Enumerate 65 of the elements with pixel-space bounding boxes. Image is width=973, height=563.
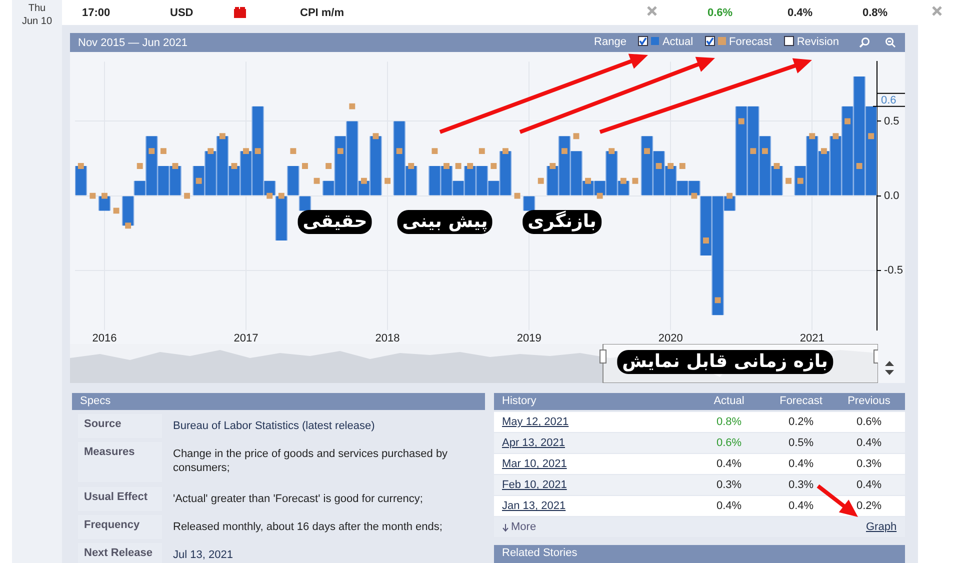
text: Jan 13, 2021 [502, 500, 566, 512]
text: 0.5% [787, 437, 815, 449]
text: 0.8% [861, 7, 889, 19]
text: More [511, 521, 536, 533]
chart-title: Nov 2015 — Jun 2021 [78, 37, 188, 49]
y-tick-label: 0.0 [884, 190, 900, 202]
text: بازه زمانی قابل نمایش [617, 350, 833, 374]
y-tick-label: -0.5 [884, 264, 903, 276]
text: USD [170, 7, 194, 19]
text: 0.4% [855, 437, 883, 449]
annotation: پیش بینی [397, 210, 493, 234]
text: 0.4% [787, 500, 815, 512]
text: Specs [72, 393, 485, 410]
annotation: بازنگری [522, 210, 602, 234]
annotation: حقیقی [298, 210, 372, 234]
y-tick-label: 0.5 [884, 115, 900, 128]
text: 0.4% [855, 479, 883, 491]
text: 0.6% [855, 416, 883, 428]
text: Measures [78, 442, 162, 482]
text: Graph [866, 521, 897, 533]
x-tick-label: 2017 [234, 332, 258, 345]
text: 0.2% [855, 500, 883, 512]
text: 0.2% [787, 416, 815, 428]
text: Mar 10, 2021 [502, 458, 567, 470]
text: 0.8% [715, 416, 743, 428]
x-tick-label: 2016 [92, 332, 117, 345]
text: Change in the price of goods and services purchased by consumers; [173, 447, 449, 475]
text: Next Release [78, 543, 162, 563]
text: 0.6% [715, 437, 743, 449]
text: May 12, 2021 [502, 416, 569, 428]
x-tick-label: 2020 [658, 332, 683, 345]
text: Related Stories [502, 547, 578, 559]
text: Actual [712, 395, 746, 407]
text: Released monthly, about 16 days after the month ends; [173, 520, 444, 534]
text: 0.3% [787, 479, 815, 491]
text: Bureau of Labor Statistics (latest release) [173, 419, 376, 433]
text: 0.6% [706, 7, 734, 19]
x-tick-label: 2021 [800, 332, 824, 345]
text: 0.3% [855, 458, 883, 470]
text: 0.4% [715, 458, 743, 470]
text: 0.3% [715, 479, 743, 491]
text: Revision [796, 36, 839, 48]
text: Range [594, 36, 626, 48]
text: Thu [27, 3, 47, 14]
text: Apr 13, 2021 [502, 437, 565, 449]
text: History [502, 395, 536, 407]
text: Source [78, 414, 162, 438]
text: 0.4% [787, 458, 815, 470]
text: Previous [846, 395, 892, 407]
text: Jul 13, 2021 [173, 548, 234, 562]
text: Usual Effect [78, 487, 162, 511]
text: Forecast [778, 395, 824, 407]
text: 'Actual' greater than 'Forecast' is good for currency; [173, 492, 424, 506]
text: 0.4% [786, 7, 814, 19]
legend-label: Actual [661, 36, 694, 48]
text: Frequency [78, 515, 162, 539]
x-tick-label: 2018 [375, 332, 400, 345]
text: 0.4% [715, 500, 743, 512]
text: Feb 10, 2021 [502, 479, 567, 491]
text: CPI m/m [300, 7, 346, 19]
ref-line-label: 0.6 [881, 94, 896, 106]
legend-label: Forecast [728, 36, 772, 48]
text: Jun 10 [20, 16, 54, 27]
text: 17:00 [82, 7, 112, 19]
x-tick-label: 2019 [516, 332, 542, 345]
